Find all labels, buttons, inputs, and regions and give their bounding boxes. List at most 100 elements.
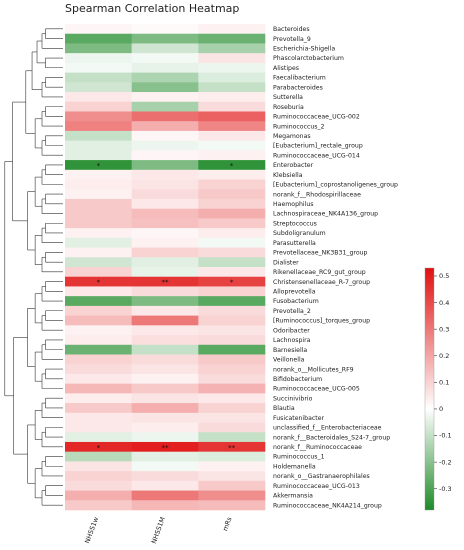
heatmap-cell [131,412,199,423]
heatmap-cell [131,461,199,472]
heatmap-cell [65,276,132,287]
significance-mark: ** [162,279,170,287]
row-label: norank_f__Ruminococcaceae [273,444,362,451]
column-label: NHSS1w [83,515,100,544]
heatmap-cell [198,276,266,287]
significance-mark: ** [162,444,170,452]
heatmap-cell [65,92,132,103]
row-label: Sutterella [273,94,303,101]
heatmap-cell [131,422,199,433]
heatmap-cell [131,111,199,122]
row-label: Veillonella [273,357,305,364]
heatmap-cell [131,179,199,190]
heatmap-cell [131,393,199,404]
column-label: NHSS1M [150,516,167,545]
row-label: Alistipes [273,65,299,72]
heatmap-cell [198,160,266,171]
row-label: [Eubacterium]_rectale_group [273,143,363,150]
heatmap-cell [65,315,132,326]
row-label: Bifidobacterium [273,376,322,383]
significance-mark: * [97,162,101,170]
row-label: Prevotellaceae_NK3B31_group [273,250,368,257]
heatmap-cells [65,24,266,511]
heatmap-cell [65,111,132,122]
heatmap-cell [131,344,199,355]
heatmap-cell [65,335,132,346]
heatmap-cell [65,267,132,278]
colorbar-tick-label: 0.1 [439,379,449,387]
heatmap-cell [131,354,199,365]
heatmap-cell [131,121,199,132]
heatmap-cell [65,305,132,316]
row-label: Megamonas [273,133,311,140]
heatmap-cell [131,82,199,93]
heatmap-cell [131,198,199,209]
heatmap-cell [198,179,266,190]
heatmap-cell [198,461,266,472]
heatmap-cell [65,198,132,209]
heatmap-cell [65,189,132,200]
row-label: Faecalibacterium [273,75,326,82]
heatmap-cell [198,471,266,482]
heatmap-cell [198,325,266,336]
heatmap-cell [198,480,266,491]
colorbar-tick-label: -0.3 [439,485,452,493]
heatmap-cell [65,53,132,64]
heatmap-cell [198,53,266,64]
significance-mark: * [230,279,234,287]
heatmap-cell [198,373,266,384]
heatmap-cell [198,296,266,307]
heatmap-cell [131,160,199,171]
heatmap-cell [65,169,132,180]
row-label: Fusobacterium [273,298,319,305]
heatmap-cell [198,111,266,122]
heatmap-cell [198,441,266,452]
heatmap-cell [65,121,132,132]
heatmap-cell [198,208,266,219]
heatmap-cell [131,267,199,278]
heatmap-cell [198,62,266,73]
heatmap-cell [65,218,132,229]
heatmap-cell [198,403,266,414]
heatmap-cell [65,393,132,404]
heatmap-cell [131,432,199,443]
heatmap-cell [198,140,266,151]
heatmap-cell [131,72,199,83]
colorbar-tick-label: 0 [439,405,443,413]
dendrogram [4,28,63,506]
row-label: Dialister [273,259,299,266]
heatmap-cell [65,422,132,433]
row-label: Parabacteroides [273,84,323,91]
heatmap-cell [65,461,132,472]
heatmap-cell [131,500,199,511]
heatmap-cell [131,33,199,44]
heatmap-cell [65,364,132,375]
heatmap-cell [198,364,266,375]
heatmap-cell [198,267,266,278]
heatmap-cell [65,24,132,35]
row-label: Haemophilus [273,201,314,208]
heatmap-cell [131,471,199,482]
heatmap-cell [65,344,132,355]
row-label: Streptococcus [273,220,317,227]
row-label: Akkermansia [273,493,313,500]
row-label: Subdoligranulum [273,230,326,237]
row-label: Ruminococcaceae_UCG-005 [273,386,360,393]
heatmap-cell [65,179,132,190]
row-label: Ruminococcaceae_UCG-002 [273,114,360,121]
heatmap-cell [198,315,266,326]
row-label: [Ruminococcus]_torques_group [273,318,370,325]
row-label: Parasutterella [273,240,316,247]
row-label: Bacteroides [273,26,310,33]
colorbar-tick-label: -0.2 [439,458,452,466]
heatmap-cell [65,471,132,482]
row-label: Enterobacter [273,162,314,169]
heatmap-cell [131,373,199,384]
row-label: Klebsiella [273,172,303,179]
heatmap-cell [198,150,266,161]
heatmap-cell [65,101,132,112]
row-label: Alloprevotella [273,289,316,296]
row-label: norank_o__Mollicutes_RF9 [273,366,354,373]
heatmap-cell [65,441,132,452]
